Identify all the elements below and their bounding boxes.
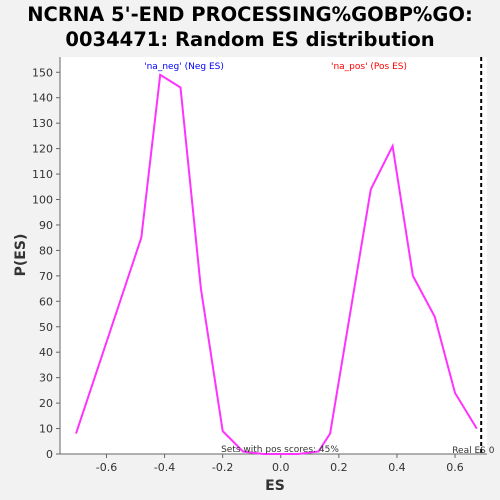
y-tick-label: 50 (39, 321, 53, 334)
x-tick-label: -0.6 (96, 461, 117, 474)
y-tick-label: 30 (39, 372, 53, 385)
series-line (75, 73, 478, 455)
y-tick-label: 20 (39, 397, 53, 410)
neg-es-label: 'na_neg' (Neg ES) (144, 62, 224, 72)
pos-es-label: 'na_pos' (Pos ES) (331, 62, 407, 72)
chart-title-line-2: 0034471: Random ES distribution (65, 28, 434, 51)
y-tick-label: 100 (32, 194, 53, 207)
plot-area (60, 57, 487, 454)
y-tick-label: 130 (32, 117, 53, 130)
y-tick-label: 0 (46, 448, 53, 461)
y-axis-ticks: 0 10 20 30 40 50 60 70 80 90 100 110 120 130 140 150 (32, 66, 60, 461)
y-tick-label: 10 (39, 423, 53, 436)
chart-title-line-1: NCRNA 5'-END PROCESSING%GOBP%GO: (27, 3, 473, 26)
x-tick-label: 0.0 (272, 461, 290, 474)
x-tick-label: 0.4 (388, 461, 406, 474)
y-tick-label: 80 (39, 244, 53, 257)
y-tick-label: 70 (39, 270, 53, 283)
y-tick-label: 60 (39, 295, 53, 308)
x-axis-label: ES (265, 478, 285, 494)
y-tick-label: 150 (32, 66, 53, 79)
x-tick-label: 0.2 (330, 461, 348, 474)
y-tick-label: 90 (39, 219, 53, 232)
y-tick-label: 120 (32, 143, 53, 156)
x-tick-label: 0.6 (446, 461, 464, 474)
x-axis-ticks: -0.6 -0.4 -0.2 0.0 0.2 0.4 0.6 (96, 454, 464, 474)
y-tick-label: 40 (39, 346, 53, 359)
pos-scores-note: Sets with pos scores: 45% (221, 445, 339, 455)
y-axis-label: P(ES) (13, 234, 29, 277)
y-tick-label: 140 (32, 92, 53, 105)
y-tick-label: 110 (32, 168, 53, 181)
real-es-label: Real ES 0 (452, 446, 495, 456)
x-tick-label: -0.2 (212, 461, 233, 474)
x-tick-label: -0.4 (154, 461, 175, 474)
